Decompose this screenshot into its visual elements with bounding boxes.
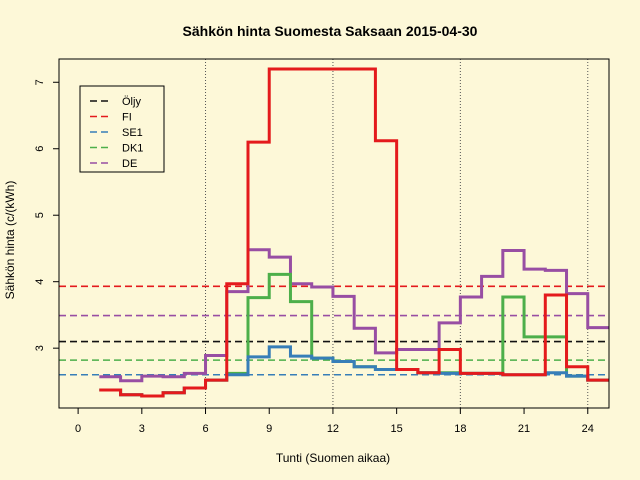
series-line-fi xyxy=(99,67,609,398)
x-tick-label: 18 xyxy=(454,423,466,435)
x-tick-label: 15 xyxy=(391,423,403,435)
y-tick-label: 5 xyxy=(34,212,46,218)
x-axis-label: Tunti (Suomen aikaa) xyxy=(276,451,390,465)
legend-label: Öljy xyxy=(122,96,141,108)
x-tick-label: 9 xyxy=(266,423,272,435)
x-tick-label: 12 xyxy=(327,423,339,435)
x-tick-label: 6 xyxy=(202,423,208,435)
x-tick-label: 24 xyxy=(582,423,594,435)
series-line-se1 xyxy=(99,345,609,398)
legend-label: FI xyxy=(122,112,132,124)
legend-label: DE xyxy=(122,158,137,170)
y-tick-label: 3 xyxy=(34,345,46,351)
plot-frame xyxy=(58,58,610,409)
y-tick-label: 7 xyxy=(34,79,46,85)
plot-area: 0 3 6 9 12 15 18 21 24 3 4 5 6 7 Öljy FI SE1 DK1 DE xyxy=(34,58,610,435)
y-axis-label: Sähkön hinta (c/(kWh) xyxy=(3,181,17,300)
y-tick-label: 4 xyxy=(34,279,46,285)
legend: Öljy FI SE1 DK1 DE xyxy=(79,85,165,173)
series-line-de xyxy=(99,248,609,383)
x-tick-label: 3 xyxy=(139,423,145,435)
chart-title: Sähkön hinta Suomesta Saksaan 2015-04-30 xyxy=(183,23,478,39)
y-tick-label: 6 xyxy=(34,146,46,152)
legend-box xyxy=(79,85,165,173)
legend-label: SE1 xyxy=(122,127,143,139)
x-tick-label: 0 xyxy=(75,423,81,435)
legend-label: DK1 xyxy=(122,143,143,155)
x-tick-label: 21 xyxy=(518,423,530,435)
